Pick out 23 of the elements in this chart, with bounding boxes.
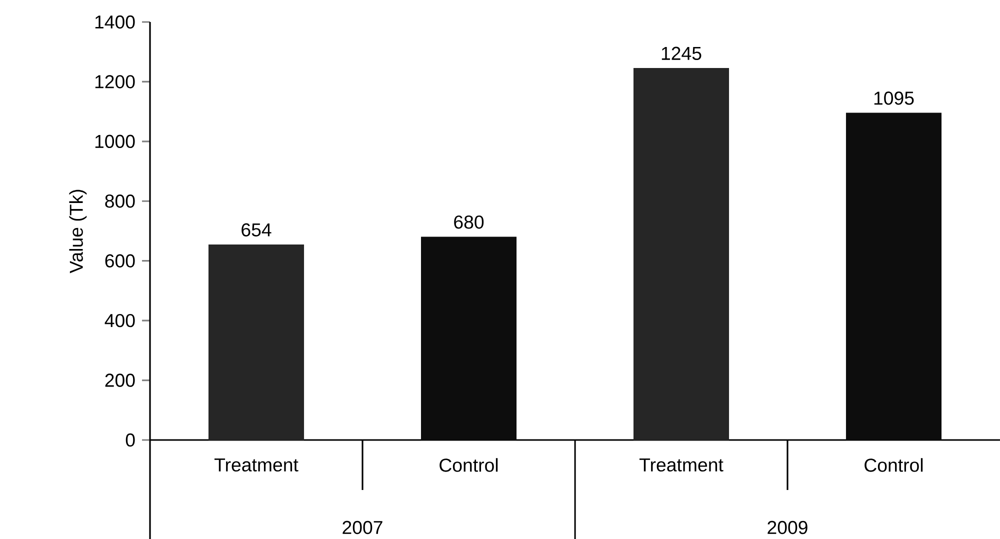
y-tick-label: 1400 [95,15,135,29]
text: 2009 [768,520,808,534]
data-label: 1095 [874,92,914,105]
y-tick-label: 800 [105,194,135,208]
y-tick-label: 1200 [95,75,135,88]
x-tick-label: Control [864,458,923,472]
y-axis-title: Value (Tk) [69,190,87,274]
bar [420,236,517,440]
data-label: 1245 [662,46,702,60]
data-label: 680 [454,215,484,229]
bar [208,244,304,440]
y-tick-label: 200 [105,374,135,387]
y-tick-label: 400 [104,314,135,328]
bar [633,68,730,440]
x-tick-label: Control [440,458,498,472]
y-tick-label: 0 [126,433,135,447]
text: 2007 [342,520,382,534]
x-tick-label: Treatment [639,458,724,472]
data-label: 654 [242,223,272,236]
y-tick-label: 1000 [95,134,135,148]
x-tick-label: Treatment [214,458,298,472]
bar [846,112,942,440]
y-tick-label: 600 [105,254,135,268]
